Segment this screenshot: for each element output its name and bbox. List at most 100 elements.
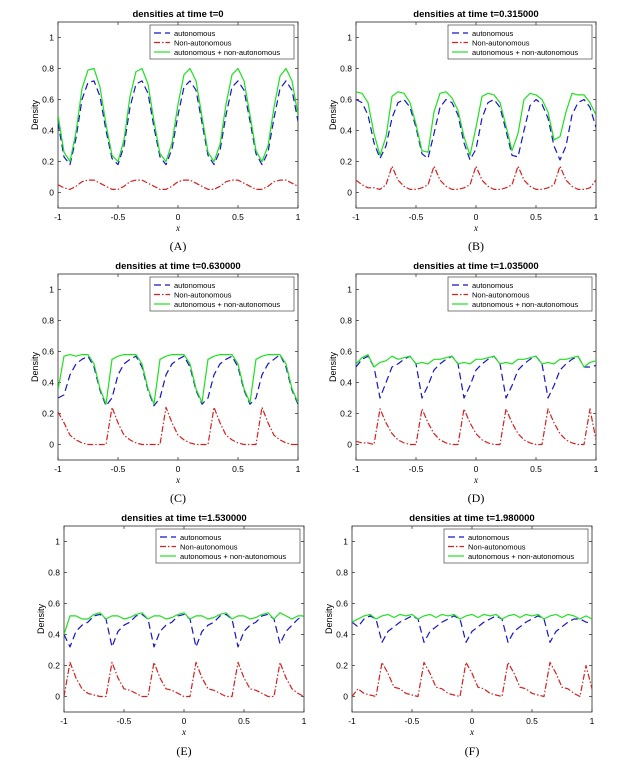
y-axis-label: Density bbox=[328, 99, 338, 130]
y-tick-label: 0.6 bbox=[48, 599, 60, 609]
legend-label-non-autonomous: Non-autonomous bbox=[174, 38, 232, 47]
y-tick-label: 1 bbox=[49, 285, 54, 295]
x-tick-label: -1 bbox=[352, 212, 360, 222]
series-group bbox=[58, 354, 298, 446]
panel-caption: (E) bbox=[176, 744, 191, 758]
series-group bbox=[356, 354, 596, 446]
x-tick-label: 0 bbox=[182, 716, 187, 726]
series-line-sum bbox=[58, 354, 298, 405]
series-line-autonomous bbox=[58, 80, 298, 166]
x-tick-label: -1 bbox=[352, 464, 360, 474]
x-tick-label: 1 bbox=[594, 212, 599, 222]
y-tick-label: 0.2 bbox=[42, 157, 54, 167]
x-tick-label: -0.5 bbox=[405, 716, 420, 726]
chart-title: densities at time t=1.980000 bbox=[409, 513, 534, 524]
y-axis-label: Density bbox=[324, 603, 334, 634]
legend-label-sum: autonomous + non-autonomous bbox=[180, 552, 286, 561]
y-tick-label: 0.4 bbox=[42, 126, 54, 136]
x-tick-label: 0.5 bbox=[530, 212, 542, 222]
legend-label-non-autonomous: Non-autonomous bbox=[472, 290, 530, 299]
y-tick-label: 0.2 bbox=[340, 157, 352, 167]
legend-label-autonomous: autonomous bbox=[468, 533, 510, 542]
legend-label-sum: autonomous + non-autonomous bbox=[472, 48, 578, 57]
legend-label-non-autonomous: Non-autonomous bbox=[468, 542, 526, 551]
legend-label-sum: autonomous + non-autonomous bbox=[472, 300, 578, 309]
legend-label-sum: autonomous + non-autonomous bbox=[174, 300, 280, 309]
y-tick-label: 0 bbox=[55, 692, 60, 702]
legend-label-autonomous: autonomous bbox=[472, 281, 514, 290]
x-axis-label: x bbox=[473, 223, 478, 233]
legend-label-autonomous: autonomous bbox=[174, 281, 216, 290]
y-tick-label: 0.8 bbox=[336, 568, 348, 578]
x-tick-label: -1 bbox=[60, 716, 68, 726]
x-tick-label: 0 bbox=[474, 464, 479, 474]
x-tick-label: 0.5 bbox=[526, 716, 538, 726]
legend-label-non-autonomous: Non-autonomous bbox=[472, 38, 530, 47]
y-tick-label: 0 bbox=[343, 692, 348, 702]
x-axis-label: x bbox=[175, 223, 180, 233]
x-tick-label: 0 bbox=[176, 464, 181, 474]
y-tick-label: 1 bbox=[347, 285, 352, 295]
y-tick-label: 0 bbox=[49, 188, 54, 198]
x-tick-label: -1 bbox=[348, 716, 356, 726]
x-tick-label: -0.5 bbox=[117, 716, 132, 726]
y-tick-label: 1 bbox=[49, 33, 54, 43]
series-group bbox=[352, 613, 592, 698]
y-tick-label: 0.8 bbox=[42, 64, 54, 74]
series-line-autonomous bbox=[352, 615, 592, 643]
y-tick-label: 0 bbox=[49, 440, 54, 450]
y-tick-label: 1 bbox=[343, 537, 348, 547]
y-tick-label: 0.2 bbox=[336, 661, 348, 671]
panel-caption: (D) bbox=[468, 491, 485, 505]
y-tick-label: 0.6 bbox=[42, 347, 54, 357]
y-tick-label: 0.8 bbox=[340, 316, 352, 326]
y-axis-label: Density bbox=[30, 351, 40, 382]
y-tick-label: 0.4 bbox=[340, 126, 352, 136]
panel-caption: (F) bbox=[465, 744, 480, 758]
x-axis-label: x bbox=[175, 475, 180, 485]
x-tick-label: 0.5 bbox=[530, 464, 542, 474]
x-tick-label: -1 bbox=[54, 212, 62, 222]
chart-title: densities at time t=0 bbox=[132, 9, 223, 20]
legend-label-non-autonomous: Non-autonomous bbox=[180, 542, 238, 551]
series-line-sum bbox=[58, 67, 298, 163]
series-line-non-autonomous bbox=[58, 179, 298, 190]
x-tick-label: 0 bbox=[176, 212, 181, 222]
chart-title: densities at time t=0.315000 bbox=[413, 9, 538, 20]
y-tick-label: 0.4 bbox=[340, 378, 352, 388]
x-axis-label: x bbox=[473, 475, 478, 485]
y-tick-label: 0.4 bbox=[48, 630, 60, 640]
legend-box bbox=[447, 276, 593, 312]
legend-label-autonomous: autonomous bbox=[472, 29, 514, 38]
panel-caption: (B) bbox=[468, 239, 484, 253]
chart-panel: -1 -0.5 0 0.5 1 0 0.2 0.4 0.6 0.8 1 densities at ti… bbox=[36, 513, 307, 758]
y-tick-label: 0.6 bbox=[42, 95, 54, 105]
series-line-sum bbox=[356, 91, 596, 156]
y-tick-label: 0.4 bbox=[42, 378, 54, 388]
y-tick-label: 0.2 bbox=[48, 661, 60, 671]
y-tick-label: 0.6 bbox=[340, 347, 352, 357]
y-axis-label: Density bbox=[30, 99, 40, 130]
series-line-autonomous bbox=[64, 613, 304, 648]
x-tick-label: 1 bbox=[590, 716, 595, 726]
x-tick-label: -0.5 bbox=[409, 212, 424, 222]
panel-caption: (C) bbox=[170, 491, 186, 505]
x-tick-label: 1 bbox=[594, 464, 599, 474]
x-tick-label: 0.5 bbox=[232, 212, 244, 222]
series-line-sum bbox=[352, 613, 592, 623]
legend-box bbox=[447, 24, 593, 60]
y-tick-label: 0.8 bbox=[48, 568, 60, 578]
series-line-autonomous bbox=[356, 98, 596, 161]
x-tick-label: 0.5 bbox=[238, 716, 250, 726]
legend-label-sum: autonomous + non-autonomous bbox=[174, 48, 280, 57]
panel-caption: (A) bbox=[170, 239, 187, 253]
chart-title: densities at time t=1.035000 bbox=[413, 261, 538, 272]
series-line-non-autonomous bbox=[352, 661, 592, 698]
y-tick-label: 0.4 bbox=[336, 630, 348, 640]
series-line-non-autonomous bbox=[64, 661, 304, 698]
y-tick-label: 0 bbox=[347, 188, 352, 198]
